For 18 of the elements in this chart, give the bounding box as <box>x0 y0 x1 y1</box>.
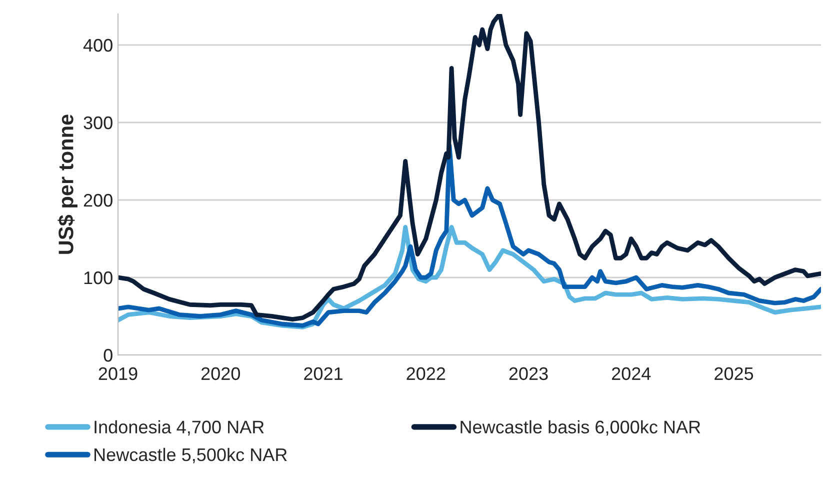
y-tick-label: 200 <box>84 194 112 207</box>
x-tick-label: 2019 <box>98 367 138 380</box>
x-tick-label: 2025 <box>714 367 754 380</box>
x-tick-label: 2022 <box>406 367 446 380</box>
y-tick-label: 100 <box>84 271 112 284</box>
x-tick-label: 2023 <box>509 367 548 380</box>
line-series <box>118 144 821 328</box>
y-tick-label: 400 <box>83 38 112 52</box>
y-axis-title: US$ per tonne <box>58 114 78 254</box>
x-tick-label: 2021 <box>304 367 342 380</box>
legend-label: Newcastle 5,500kc NAR <box>94 448 287 464</box>
y-tick-label: 300 <box>84 116 112 130</box>
legend-label: Indonesia 4,700 NAR <box>94 420 264 436</box>
legend-label: Newcastle basis 6,000kc NAR <box>460 420 700 436</box>
x-tick-label: 2020 <box>201 367 240 380</box>
y-tick-label: 0 <box>104 348 112 362</box>
line-series <box>118 14 821 322</box>
x-tick-label: 2024 <box>612 367 651 380</box>
